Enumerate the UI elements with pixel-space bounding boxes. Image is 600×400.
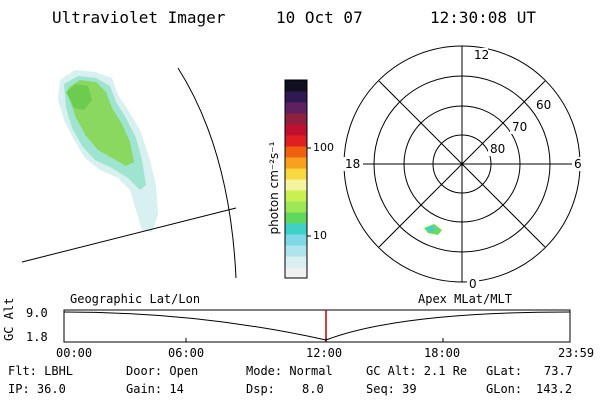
glat-value: 73.7	[544, 364, 573, 378]
color-scale-segment	[285, 256, 307, 268]
geographic-image-panel	[21, 67, 237, 279]
lat-label-80-bg	[488, 142, 508, 156]
y-tick-9: 9.0	[26, 306, 48, 320]
map-boundary-line	[21, 207, 237, 263]
hour-label-18: 18	[345, 157, 360, 171]
color-scale-bar	[284, 79, 311, 279]
altitude-curve	[63, 311, 571, 341]
polar-plot: 12 18 6 0 60 70 80	[343, 45, 584, 291]
mode-label: Mode: Normal	[246, 364, 333, 378]
color-scale-segment	[285, 245, 307, 257]
glon-value: 143.2	[536, 382, 573, 396]
altitude-timeline	[63, 309, 571, 343]
color-scale-frame	[284, 79, 308, 279]
x-tick-0000: 00:00	[56, 346, 93, 360]
color-scale-segment	[285, 267, 307, 279]
door-label: Door: Open	[126, 364, 199, 378]
hour-label-6-bg	[572, 157, 584, 171]
diagonal-grid-2	[378, 80, 546, 248]
date-label: 10 Oct 07	[276, 8, 363, 27]
color-scale-tick-100: 100	[313, 141, 334, 154]
color-scale-segment	[285, 102, 307, 114]
x-tick-1200: 12:00	[306, 346, 343, 360]
ip-label: IP: 36.0	[8, 382, 66, 396]
dsp-label: Dsp:	[246, 382, 275, 396]
color-scale-segment	[285, 212, 307, 224]
color-scale-segment	[285, 80, 307, 92]
color-scale-segment	[285, 190, 307, 202]
dsp-value: 8.0	[302, 382, 324, 396]
lat-label-80: 80	[490, 142, 505, 156]
x-tick-2359: 23:59	[558, 346, 595, 360]
hour-label-0-bg	[467, 277, 479, 291]
color-scale-segment	[285, 157, 307, 169]
glat-label: GLat:	[486, 364, 523, 378]
color-scale-tick-10: 10	[313, 229, 327, 242]
timeline-left-title: Geographic Lat/Lon	[70, 292, 201, 306]
instrument-title: Ultraviolet Imager	[52, 8, 226, 27]
color-scale-segment	[285, 91, 307, 103]
color-scale-segment	[285, 223, 307, 235]
y-tick-1-8: 1.8	[26, 330, 48, 344]
auroral-emission-blob-bright	[66, 84, 92, 110]
x-tick-1800: 18:00	[424, 346, 461, 360]
hour-label-12: 12	[474, 48, 489, 62]
lat-label-70-bg	[510, 120, 530, 134]
polar-emission-spot-edge	[426, 226, 436, 232]
glon-label: GLon:	[486, 382, 523, 396]
color-scale-segment	[285, 234, 307, 246]
lat-label-70: 70	[512, 120, 527, 134]
seq-label: Seq: 39	[366, 382, 417, 396]
color-scale-segment	[285, 179, 307, 191]
lat-label-60: 60	[536, 98, 551, 112]
hour-label-12-bg	[472, 48, 488, 62]
filter-label: Flt: LBHL	[8, 364, 74, 378]
color-scale-segment	[285, 201, 307, 213]
color-scale-segment	[285, 135, 307, 147]
color-scale-unit-label: photon cm⁻²s⁻¹	[267, 141, 281, 234]
x-tick-0600: 06:00	[168, 346, 205, 360]
gc-alt-label: GC Alt: 2.1 Re	[366, 364, 468, 378]
timeline-frame	[63, 309, 571, 343]
time-label: 12:30:08 UT	[430, 8, 536, 27]
timeline-right-title: Apex MLat/MLT	[418, 292, 512, 306]
color-scale-segment	[285, 168, 307, 180]
hour-label-18-bg	[343, 157, 363, 171]
color-scale-segment	[285, 124, 307, 136]
hour-label-6: 6	[574, 157, 582, 171]
color-scale-segment	[285, 146, 307, 158]
lat-label-60-bg	[534, 98, 554, 112]
timeline-axis-title: GC Alt	[2, 297, 16, 341]
gain-label: Gain: 14	[126, 382, 184, 396]
map-boundary-arc	[177, 67, 237, 279]
hour-label-0: 0	[469, 277, 477, 291]
color-scale-segment	[285, 113, 307, 125]
